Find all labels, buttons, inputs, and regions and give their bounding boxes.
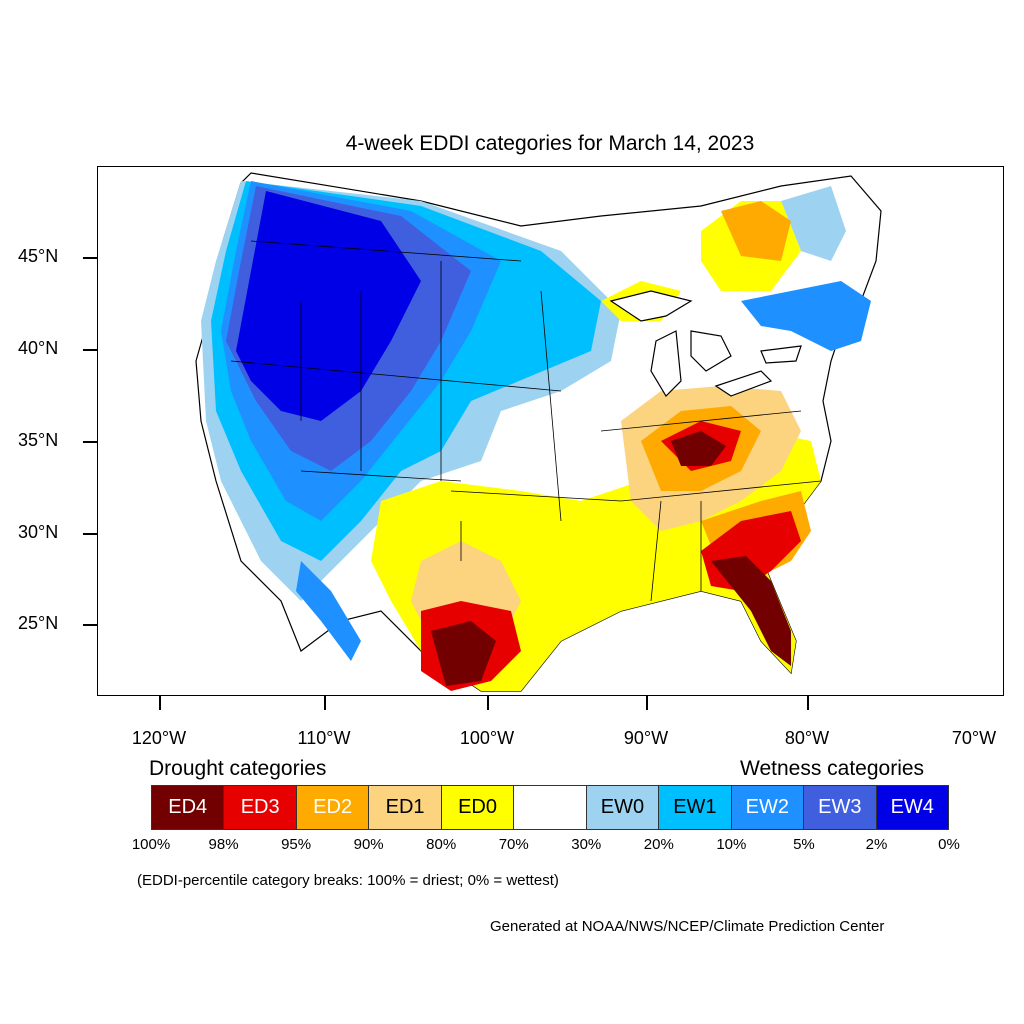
legend-cell-ed2: ED2 [296, 786, 370, 829]
legend-cell-ew0: EW0 [586, 786, 660, 829]
legend-cell-neutral [514, 786, 587, 829]
lat-tick-25 [83, 624, 97, 626]
break-label: 10% [716, 836, 747, 853]
break-label: 0% [938, 836, 960, 853]
break-label: 95% [281, 836, 312, 853]
lat-tick-35 [83, 441, 97, 443]
legend-cell-ew3: EW3 [804, 786, 877, 829]
break-label: 80% [426, 836, 457, 853]
lon-label-120: 120°W [131, 728, 187, 748]
break-label: 100% [131, 836, 171, 853]
category-note: (EDDI-percentile category breaks: 100% =… [137, 872, 559, 889]
drought-ed4-texas [431, 621, 496, 686]
break-label: 30% [571, 836, 602, 853]
map-title: 4-week EDDI categories for March 14, 202… [345, 132, 755, 155]
wetness-categories-heading: Wetness categories [740, 757, 925, 780]
lat-label-45: 45°N [18, 246, 59, 266]
drought-ed4-kentucky [671, 431, 726, 466]
drought-ed2-canada [721, 201, 791, 261]
lon-label-90: 90°W [623, 728, 669, 748]
drought-ed4-florida [711, 556, 791, 666]
lat-tick-40 [83, 349, 97, 351]
break-label: 5% [793, 836, 815, 853]
break-label: 90% [353, 836, 384, 853]
legend-cell-ew4: EW4 [876, 786, 948, 829]
legend-cell-ed0: ED0 [441, 786, 515, 829]
legend-cell-ew1: EW1 [659, 786, 732, 829]
lat-tick-45 [83, 257, 97, 259]
break-label: 70% [498, 836, 529, 853]
category-legend: ED4 ED3 ED2 ED1 ED0 EW0 EW1 EW2 EW3 EW4 [151, 785, 949, 830]
break-label: 98% [208, 836, 239, 853]
legend-cell-ew2: EW2 [731, 786, 805, 829]
wetness-ew4-area [236, 191, 421, 421]
wetness-ew0-northeast [781, 186, 846, 261]
break-label: 2% [865, 836, 888, 853]
legend-cell-ed1: ED1 [369, 786, 442, 829]
lon-tick-80 [807, 696, 809, 710]
lat-label-25: 25°N [18, 613, 59, 633]
credit-line: Generated at NOAA/NWS/NCEP/Climate Predi… [490, 918, 885, 935]
lon-tick-120 [159, 696, 161, 710]
lon-tick-100 [487, 696, 489, 710]
break-label: 20% [643, 836, 674, 853]
legend-cell-ed3: ED3 [224, 786, 297, 829]
wetness-ew2-baja [296, 561, 361, 661]
lat-label-40: 40°N [18, 338, 59, 358]
legend-cell-ed4: ED4 [152, 786, 225, 829]
lon-tick-110 [324, 696, 326, 710]
lat-label-35: 35°N [18, 430, 59, 450]
drought-categories-heading: Drought categories [149, 757, 327, 780]
lon-label-110: 110°W [297, 728, 351, 748]
lat-tick-30 [83, 533, 97, 535]
lon-label-70: 70°W [951, 728, 997, 748]
state-boundaries [230, 240, 822, 602]
lon-tick-90 [646, 696, 648, 710]
lat-label-30: 30°N [18, 522, 59, 542]
lon-label-100: 100°W [459, 728, 515, 748]
lon-label-80: 80°W [784, 728, 830, 748]
wetness-ew2-northeast [741, 281, 871, 351]
great-lakes [609, 290, 802, 397]
eddi-map [97, 166, 1004, 696]
